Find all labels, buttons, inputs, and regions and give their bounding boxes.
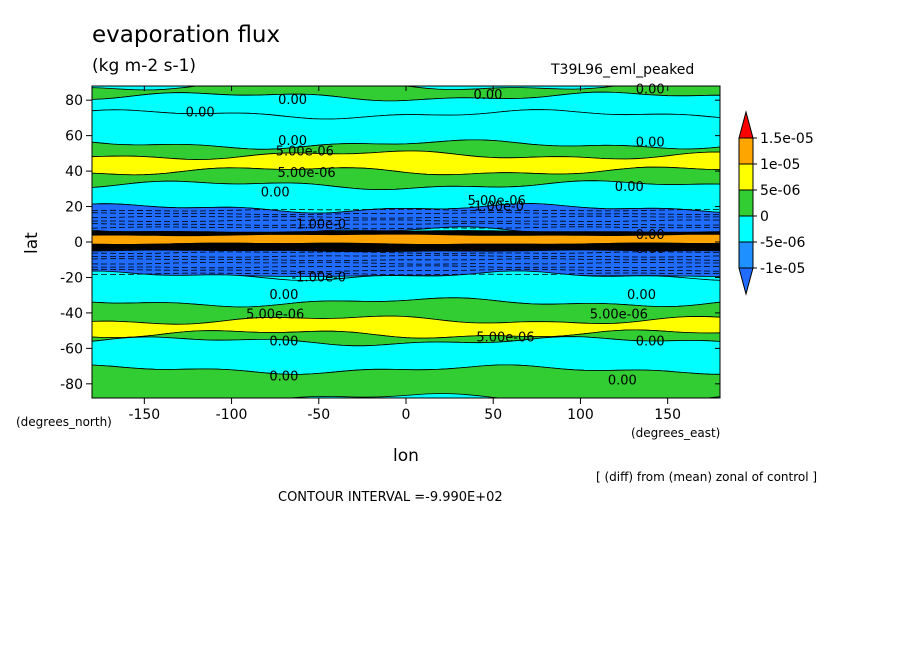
y-tick-label: -80 bbox=[60, 377, 83, 393]
x-units-note: (degrees_east) bbox=[631, 426, 721, 440]
negative-contour-line bbox=[92, 219, 720, 222]
negative-contour-line bbox=[92, 222, 720, 226]
contour-label: -1.00e-0 bbox=[291, 270, 346, 285]
y-tick-label: -40 bbox=[60, 306, 83, 322]
negative-contour-line bbox=[92, 258, 720, 262]
negative-contour-line bbox=[92, 254, 720, 258]
colorbar-label: 0 bbox=[760, 209, 769, 225]
contour-label: 5.00e-06 bbox=[476, 331, 534, 346]
contour-label: 0.00 bbox=[608, 373, 637, 388]
negative-contour-line bbox=[92, 272, 720, 276]
contour-label: 5.00e-06 bbox=[590, 308, 648, 323]
negative-contour-line bbox=[92, 251, 720, 254]
y-units-note: (degrees_north) bbox=[16, 415, 112, 429]
contour-label: 5.00e-06 bbox=[468, 194, 526, 209]
y-tick-label: 20 bbox=[65, 200, 83, 216]
contour-label: 0.00 bbox=[474, 88, 503, 103]
negative-contour-line bbox=[92, 268, 720, 272]
contour-label: 0.00 bbox=[269, 288, 298, 303]
x-tick-label: -150 bbox=[128, 407, 160, 423]
contour-label: 0.00 bbox=[615, 180, 644, 195]
x-tick-label: 150 bbox=[654, 407, 681, 423]
colorbar-box bbox=[738, 189, 754, 217]
contour-label: 0.00 bbox=[269, 370, 298, 385]
colorbar-label: 1.5e-05 bbox=[760, 131, 814, 147]
contour-label: 0.00 bbox=[636, 136, 665, 151]
colorbar-box bbox=[738, 137, 754, 165]
colorbar-label: -5e-06 bbox=[760, 235, 806, 251]
colorbar-label: 5e-06 bbox=[760, 183, 800, 199]
negative-contour-line bbox=[92, 208, 720, 212]
negative-contour-line bbox=[92, 212, 720, 216]
y-tick-label: -60 bbox=[60, 341, 83, 357]
colorbar-box bbox=[738, 241, 754, 269]
contour-label: 5.00e-06 bbox=[277, 166, 335, 181]
run-label: T39L96_eml_peaked bbox=[551, 62, 695, 78]
contour-label: 0.00 bbox=[261, 185, 290, 200]
negative-contour-line bbox=[92, 262, 720, 265]
y-tick-label: 80 bbox=[65, 93, 83, 109]
colorbar-label: 1e-05 bbox=[760, 157, 800, 173]
negative-contour-line bbox=[92, 226, 720, 230]
contour-label: 5.00e-06 bbox=[276, 145, 334, 160]
contour-label: 0.00 bbox=[636, 242, 665, 257]
diff-note: [ (diff) from (mean) zonal of control ] bbox=[596, 470, 818, 484]
colorbar-box bbox=[738, 163, 754, 191]
colorbar-box bbox=[738, 215, 754, 243]
colorbar-label: -1e-05 bbox=[760, 261, 805, 277]
contour-label: 0.00 bbox=[636, 228, 665, 243]
negative-contour-line bbox=[92, 215, 720, 219]
contour-label: -1.00e-0 bbox=[291, 217, 346, 232]
x-tick-label: 100 bbox=[567, 407, 594, 423]
contour-label: 0.00 bbox=[627, 288, 656, 303]
y-axis-label: lat bbox=[22, 232, 42, 254]
x-tick-label: -100 bbox=[216, 407, 248, 423]
colorbar-extend-bottom bbox=[738, 267, 754, 296]
bands-group bbox=[92, 86, 720, 398]
colorbar-extend-top bbox=[738, 110, 754, 139]
negative-contour-line bbox=[92, 265, 720, 269]
contour-label: 0.00 bbox=[636, 334, 665, 349]
contour-label: 0.00 bbox=[278, 93, 307, 108]
chart-title: evaporation flux bbox=[92, 22, 281, 48]
contour-label: 0.00 bbox=[186, 106, 215, 121]
chart-units: (kg m-2 s-1) bbox=[92, 56, 197, 76]
y-tick-label: -20 bbox=[60, 270, 83, 286]
contour-interval-note: CONTOUR INTERVAL =-9.990E+02 bbox=[278, 490, 503, 505]
x-tick-label: -50 bbox=[307, 407, 330, 423]
y-tick-label: 60 bbox=[65, 129, 83, 145]
contour-label: -1.00e-0 bbox=[469, 200, 524, 215]
y-tick-label: 40 bbox=[65, 164, 83, 180]
contour-label: 0.00 bbox=[278, 134, 307, 149]
contour-label: 0.00 bbox=[636, 83, 665, 98]
contour-label: 5.00e-06 bbox=[246, 308, 304, 323]
x-axis-label: lon bbox=[393, 446, 419, 466]
x-tick-label: 50 bbox=[484, 407, 502, 423]
contour-label: 0.00 bbox=[269, 334, 298, 349]
y-tick-label: 0 bbox=[74, 235, 83, 251]
x-tick-label: 0 bbox=[402, 407, 411, 423]
